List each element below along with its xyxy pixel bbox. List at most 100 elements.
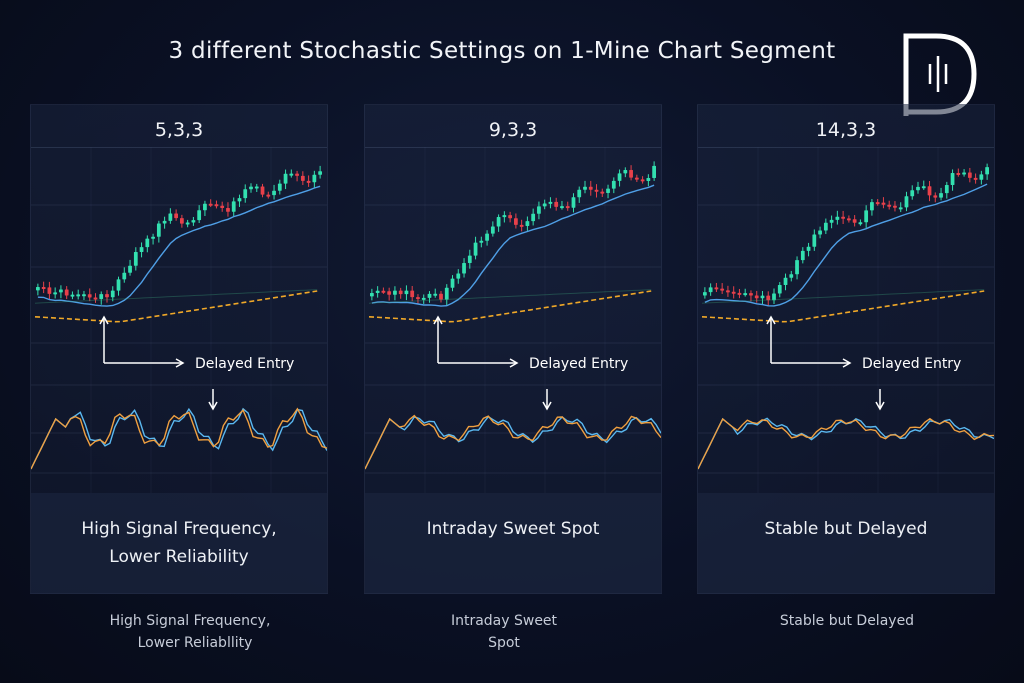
bull-candle [652,165,656,178]
bull-candle [168,213,173,221]
bear-candle [439,293,443,300]
footer-line-1: High Signal Frequency, [109,613,271,629]
bull-candle [249,186,253,190]
bear-candle [260,186,265,195]
bull-candle [53,292,58,295]
arrow-up-icon [766,315,776,325]
arrow-down-icon [208,401,218,411]
bear-candle [105,294,109,298]
page-title: 3 different Stochastic Settings on 1-Min… [168,38,836,64]
panel-summary: High Signal Frequency, Lower Reliability [31,515,327,571]
bull-candle [617,173,622,181]
arrow-right-icon [509,358,519,368]
bull-candle [944,185,949,194]
bull-candle [59,289,63,293]
bear-candle [640,179,645,182]
bull-candle [898,207,903,210]
bull-candle [703,292,707,296]
bull-candle [237,198,242,202]
bull-candle [646,177,651,181]
bear-candle [766,295,771,301]
bull-candle [450,278,455,288]
summary-line-1: Intraday Sweet Spot [426,519,600,539]
bull-candle [548,201,553,204]
footer-caption-3: Stable but Delayed [747,610,947,632]
bull-candle [979,174,984,180]
bear-candle [508,215,512,219]
arrow-up-icon [433,315,443,325]
bear-candle [933,195,938,198]
divider [698,147,994,148]
bull-candle [916,186,920,191]
bear-candle [519,224,524,227]
bear-candle [629,169,633,178]
bull-candle [99,294,104,299]
footer-caption-1: High Signal Frequency, Lower Reliabllity [90,610,290,654]
summary-line-1: Stable but Delayed [764,519,928,539]
bull-candle [433,293,438,296]
panel-summary: Stable but Delayed [698,515,994,543]
bull-candle [110,290,115,298]
bear-candle [893,205,897,208]
bull-candle [835,216,840,220]
bull-candle [70,294,75,297]
bear-candle [266,194,271,197]
price-stochastic-chart: Delayed Entry [365,147,661,493]
arrow-up-icon [99,315,109,325]
bull-candle [185,222,190,225]
slow-moving-average-line [701,290,985,323]
bull-candle [583,186,587,190]
bull-candle [283,173,288,184]
bull-candle [921,186,926,189]
bull-candle [462,262,466,274]
bear-candle [875,202,880,205]
bear-candle [720,288,725,291]
bull-candle [542,203,547,207]
bear-candle [634,177,639,180]
price-moving-average-line [37,185,321,307]
bear-candle [174,213,178,219]
bear-candle [967,172,972,178]
bull-candle [444,287,449,300]
bear-candle [600,191,605,194]
delayed-entry-label: Delayed Entry [195,356,294,372]
summary-line-1: High Signal Frequency, [81,519,277,539]
stochastic-d-line [31,407,327,470]
footer-line-2: Lower Reliabllity [137,635,253,651]
bull-candle [870,202,874,211]
bull-candle [231,201,236,212]
setting-label: 9,3,3 [488,119,538,141]
bear-candle [731,291,736,294]
bear-candle [398,290,403,295]
bull-candle [606,188,610,193]
bull-candle [479,240,484,243]
bear-candle [737,292,742,295]
bull-candle [82,294,86,297]
bear-candle [726,290,730,293]
bear-candle [754,295,759,299]
stochastic-k-line [365,415,661,470]
bear-candle [87,294,92,298]
trend-moving-average-line [368,289,652,304]
stochastic-k-line [698,417,994,470]
price-stochastic-chart: Delayed Entry [31,147,327,493]
bull-candle [496,216,501,227]
bull-candle [806,246,811,251]
bull-candle [375,290,380,293]
bull-candle [789,274,794,278]
bull-candle [812,234,817,247]
bull-candle [312,174,317,183]
bear-candle [295,173,299,176]
bear-candle [881,202,886,205]
bull-candle [289,173,294,176]
bull-candle [537,206,541,214]
bull-candle [421,297,426,300]
bear-candle [306,180,311,183]
stochastic-k-line [31,407,327,470]
bear-candle [565,206,570,209]
panel-footer-box [698,493,994,593]
bull-candle [151,236,155,239]
bear-candle [300,175,305,181]
bull-candle [139,247,144,253]
bear-candle [93,297,98,300]
